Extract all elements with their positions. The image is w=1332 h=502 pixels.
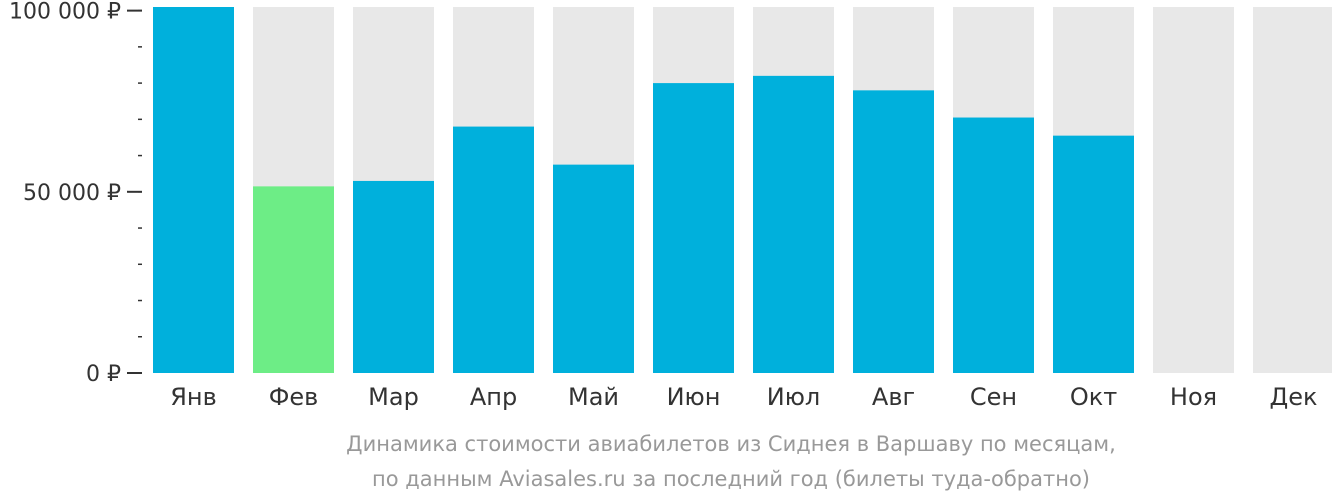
bar-2 — [253, 186, 334, 373]
bar-background — [1253, 7, 1332, 373]
x-tick-label: Авг — [872, 383, 915, 411]
bar-chart: 0 ₽ 50 000 ₽ 100 000 ₽ Янв Фев Мар Апр Май Июн Ию… — [9, 0, 1332, 411]
bar-4 — [453, 126, 534, 373]
bar-7 — [753, 75, 834, 373]
bar-8 — [853, 90, 934, 374]
x-tick-label: Фев — [269, 383, 319, 411]
chart-caption-line-2: по данным Aviasales.ru за последний год … — [372, 467, 1090, 491]
bar-background — [1153, 7, 1234, 373]
x-tick-label: Окт — [1070, 383, 1117, 411]
x-tick-label: Июн — [667, 383, 721, 411]
y-tick-label: 50 000 ₽ — [23, 181, 121, 206]
bar-9 — [953, 117, 1034, 373]
x-tick-label: Апр — [470, 383, 517, 411]
x-tick-label: Июл — [767, 383, 821, 411]
bar-1 — [153, 7, 234, 373]
x-tick-label: Май — [568, 383, 619, 411]
x-tick-label: Янв — [170, 383, 217, 411]
bar-3 — [353, 180, 434, 373]
x-tick-label: Мар — [368, 383, 419, 411]
chart-caption-line-1: Динамика стоимости авиабилетов из Сиднея… — [346, 432, 1116, 456]
x-tick-label: Дек — [1269, 383, 1317, 411]
y-tick-label: 100 000 ₽ — [9, 0, 121, 25]
bar-5 — [553, 164, 634, 373]
x-tick-label: Сен — [970, 383, 1017, 411]
y-tick-label: 0 ₽ — [86, 362, 121, 387]
bar-10 — [1053, 135, 1134, 373]
bar-6 — [653, 83, 734, 374]
x-tick-label: Ноя — [1170, 383, 1217, 411]
